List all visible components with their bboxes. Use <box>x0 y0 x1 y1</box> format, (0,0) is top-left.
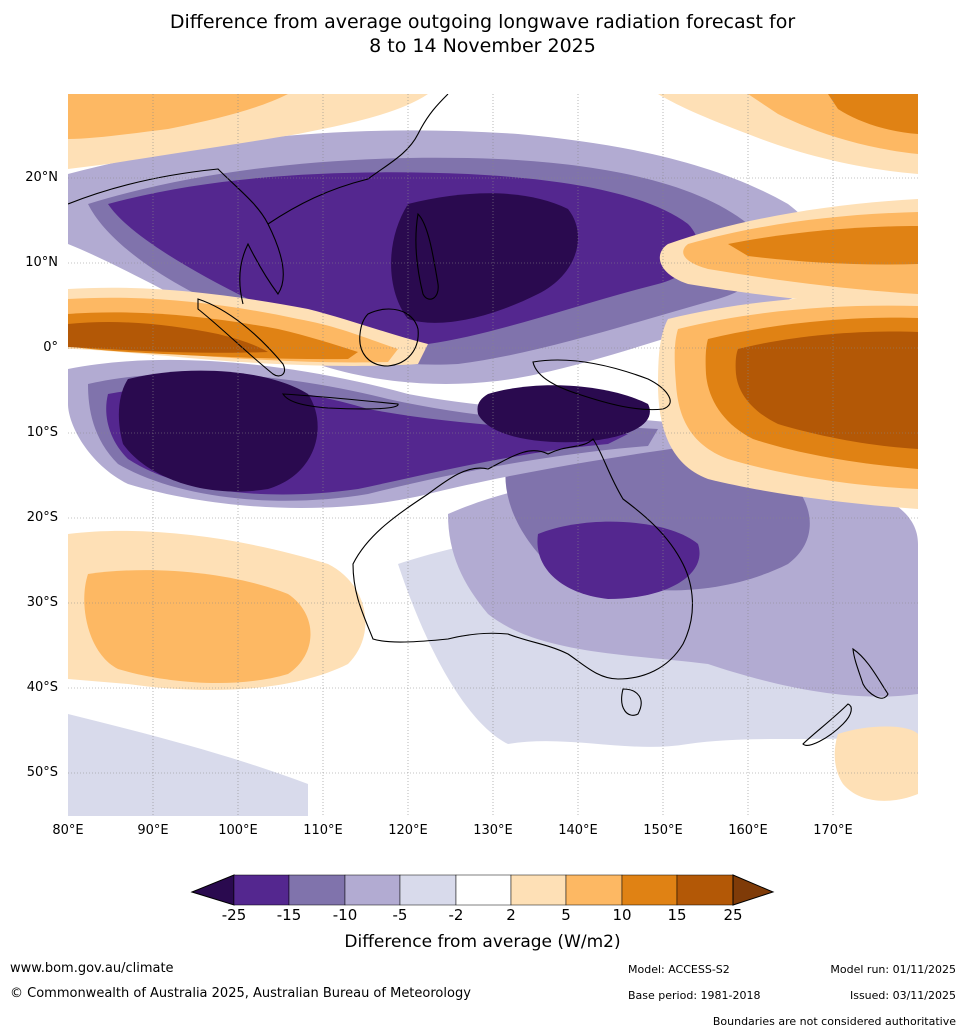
map-title: Difference from average outgoing longwav… <box>0 10 965 58</box>
anomaly-region-eq-core <box>68 322 268 353</box>
borneo-coastline <box>359 308 419 367</box>
sumatra-coastline <box>197 298 286 377</box>
colorbar-tick-4: -5 <box>392 906 408 924</box>
colorbar-tick-3: -10 <box>332 906 358 924</box>
lat-label-40s: 40°S <box>26 680 58 695</box>
colorbar-seg-8 <box>621 874 678 906</box>
colorbar-tick-6: 2 <box>506 906 516 924</box>
colorbar-tick-9: 15 <box>667 906 687 924</box>
colorbar-seg-5 <box>455 874 512 906</box>
anomaly-region-sio-orange <box>84 570 311 684</box>
colorbar-tick-10: 25 <box>723 906 743 924</box>
lat-label-50s: 50°S <box>26 765 58 780</box>
issued-text: Issued: 03/11/2025 <box>849 989 956 1002</box>
colorbar <box>190 872 775 912</box>
title-line-1: Difference from average outgoing longwav… <box>169 11 796 33</box>
model-run-text: Model run: 01/11/2025 <box>830 963 956 976</box>
colorbar-tick-8: 10 <box>612 906 632 924</box>
new-zealand-coastline <box>802 647 889 746</box>
disclaimer-text: Boundaries are not considered authoritat… <box>712 1015 956 1028</box>
anomaly-region-australia-core <box>537 521 700 599</box>
colorbar-seg-9 <box>676 874 734 906</box>
colorbar-seg-4 <box>399 874 457 906</box>
colorbar-label: Difference from average (W/m2) <box>344 932 621 952</box>
java-coastline <box>281 393 399 410</box>
website-link[interactable]: www.bom.gov.au/climate <box>10 961 174 976</box>
philippines-coastline <box>415 212 439 300</box>
lon-label-90e: 90°E <box>137 823 169 838</box>
lon-label-160e: 160°E <box>728 823 768 838</box>
anomaly-region-nz-light <box>834 726 918 801</box>
model-text: Model: ACCESS-S2 <box>628 963 730 976</box>
lon-label-150e: 150°E <box>643 823 683 838</box>
colorbar-extend-low <box>190 874 235 906</box>
lon-label-140e: 140°E <box>558 823 598 838</box>
asia-coastline <box>68 94 449 305</box>
lat-label-20s: 20°S <box>26 510 58 525</box>
colorbar-seg-7 <box>565 874 623 906</box>
colorbar-tick-5: -2 <box>448 906 464 924</box>
anomaly-region-npac-dark <box>728 226 918 265</box>
graticule <box>68 94 918 816</box>
colorbar-tick-7: 5 <box>561 906 571 924</box>
colorbar-seg-2 <box>288 874 346 906</box>
lat-label-10n: 10°N <box>25 255 58 270</box>
lat-label-30s: 30°S <box>26 595 58 610</box>
lon-label-100e: 100°E <box>218 823 258 838</box>
lat-label-10s: 10°S <box>26 425 58 440</box>
anomaly-region-northeast-dark <box>828 94 918 134</box>
title-line-2: 8 to 14 November 2025 <box>369 35 596 57</box>
base-period-text: Base period: 1981-2018 <box>628 989 761 1002</box>
colorbar-tick-1: -25 <box>221 906 247 924</box>
lon-label-130e: 130°E <box>473 823 513 838</box>
anomaly-region-indian-core <box>118 370 318 492</box>
anomaly-region-swpac-core <box>735 331 918 449</box>
lon-label-120e: 120°E <box>388 823 428 838</box>
copyright-text: © Commonwealth of Australia 2025, Austra… <box>10 986 471 1001</box>
lat-label-0: 0° <box>43 340 58 355</box>
coastlines <box>68 94 889 746</box>
colorbar-seg-3 <box>344 874 401 906</box>
lon-label-110e: 110°E <box>303 823 343 838</box>
tasmania-coastline <box>621 688 642 716</box>
anomaly-region-south-lilac <box>68 714 308 816</box>
colorbar-extend-high <box>732 874 775 906</box>
olr-anomaly-map <box>68 94 918 816</box>
australia-coastline <box>352 438 693 680</box>
lon-label-170e: 170°E <box>813 823 853 838</box>
anomaly-region-north-orange <box>68 94 288 139</box>
colorbar-seg-6 <box>510 874 567 906</box>
new-guinea-coastline <box>532 359 671 411</box>
lon-label-80e: 80°E <box>52 823 84 838</box>
colorbar-tick-2: -15 <box>276 906 302 924</box>
anomaly-region-coral-core <box>477 385 650 443</box>
lat-label-20n: 20°N <box>25 170 58 185</box>
colorbar-seg-1 <box>233 874 290 906</box>
